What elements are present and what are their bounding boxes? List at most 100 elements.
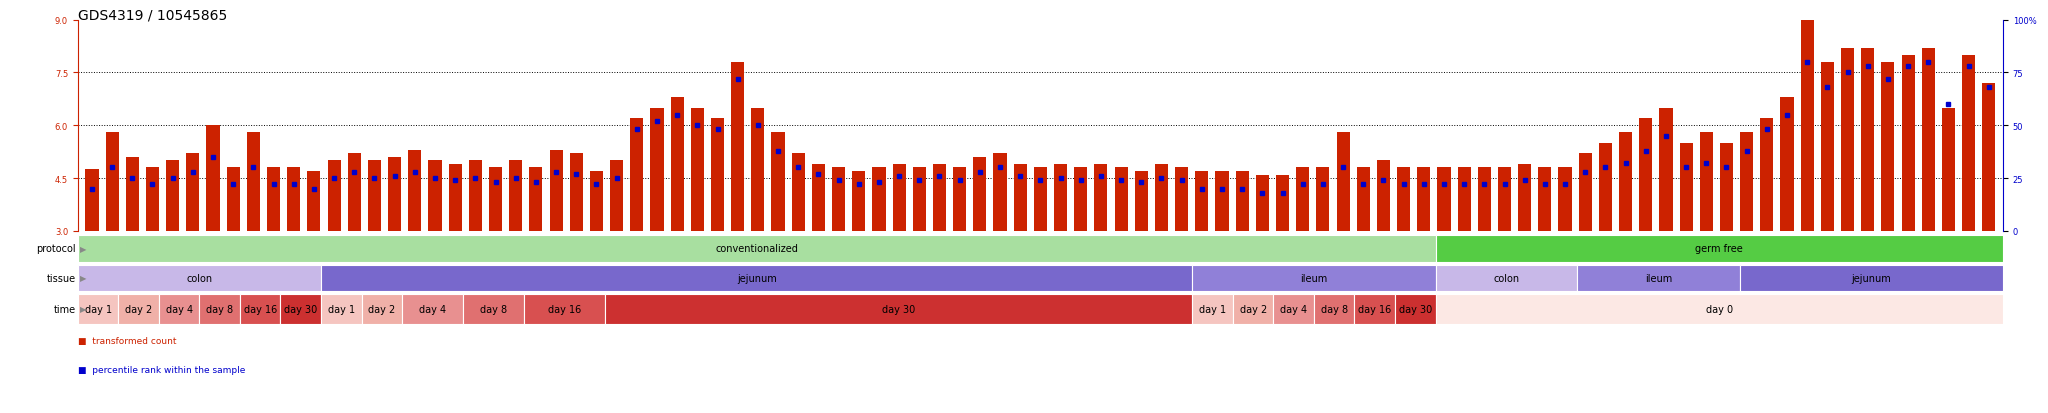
Bar [1821,63,1833,231]
Bar [1417,168,1430,231]
Bar [1538,168,1552,231]
Text: day 16: day 16 [1358,304,1391,314]
Bar [1436,294,2003,324]
Bar [199,294,240,324]
Bar [1317,168,1329,231]
Text: GDS4319 / 10545865: GDS4319 / 10545865 [78,8,227,22]
Bar [510,161,522,231]
Text: colon: colon [1493,273,1520,283]
Text: ▶: ▶ [80,244,86,253]
Bar [1679,143,1694,231]
Bar [1114,168,1128,231]
Bar [610,161,623,231]
Bar [752,109,764,231]
Bar [348,154,360,231]
Bar [287,168,301,231]
Text: ▶: ▶ [80,274,86,282]
Bar [1276,175,1288,231]
Bar [793,154,805,231]
Bar [1356,168,1370,231]
Bar [125,157,139,231]
Bar [248,133,260,231]
Bar [1579,154,1591,231]
Text: germ free: germ free [1696,244,1743,254]
Bar [1599,143,1612,231]
Bar [78,265,322,291]
Bar [1841,49,1853,231]
Bar [1982,84,1995,231]
Bar [322,265,1192,291]
Bar [307,172,319,231]
Bar [369,161,381,231]
Text: day 1: day 1 [1198,304,1227,314]
Bar [266,168,281,231]
Bar [1192,265,1436,291]
Bar [670,98,684,231]
Text: tissue: tissue [47,273,76,283]
Bar [1942,109,1956,231]
Bar [1800,21,1815,231]
Bar [1214,172,1229,231]
Bar [1274,294,1315,324]
Text: day 30: day 30 [285,304,317,314]
Bar [1296,168,1309,231]
Bar [1436,265,1577,291]
Text: day 1: day 1 [328,304,354,314]
Bar [569,154,584,231]
Bar [1014,165,1026,231]
Text: day 2: day 2 [1239,304,1268,314]
Bar [811,165,825,231]
Bar [401,294,463,324]
Bar [240,294,281,324]
Bar [207,126,219,231]
Text: colon: colon [186,273,213,283]
Bar [1436,235,2003,262]
Text: day 8: day 8 [1321,304,1348,314]
Bar [1094,165,1108,231]
Bar [1720,143,1733,231]
Text: day 16: day 16 [244,304,276,314]
Bar [1559,168,1571,231]
Bar [831,168,846,231]
Bar [1034,168,1047,231]
Bar [489,168,502,231]
Bar [1337,133,1350,231]
Bar [463,294,524,324]
Bar [322,294,362,324]
Text: ileum: ileum [1645,273,1671,283]
Bar [872,168,885,231]
Text: conventionalized: conventionalized [715,244,799,254]
Bar [690,109,705,231]
Bar [362,294,401,324]
Text: day 2: day 2 [125,304,152,314]
Bar [387,157,401,231]
Bar [1700,133,1712,231]
Bar [1315,294,1354,324]
Bar [1921,49,1935,231]
Bar [78,235,1436,262]
Bar [1638,119,1653,231]
Bar [1255,175,1270,231]
Bar [651,109,664,231]
Text: time: time [53,304,76,314]
Bar [1135,172,1147,231]
Bar [119,294,160,324]
Bar [1962,56,1974,231]
Bar [1438,168,1450,231]
Bar [1192,294,1233,324]
Text: jejunum: jejunum [1851,273,1890,283]
Bar [1055,165,1067,231]
Bar [408,150,422,231]
Bar [1235,172,1249,231]
Text: day 4: day 4 [166,304,193,314]
Bar [328,161,340,231]
Bar [78,294,119,324]
Text: ileum: ileum [1300,273,1327,283]
Bar [973,157,987,231]
Text: ■  percentile rank within the sample: ■ percentile rank within the sample [78,366,246,375]
Bar [1376,161,1391,231]
Bar [731,63,743,231]
Bar [1497,168,1511,231]
Text: day 4: day 4 [420,304,446,314]
Bar [145,168,160,231]
